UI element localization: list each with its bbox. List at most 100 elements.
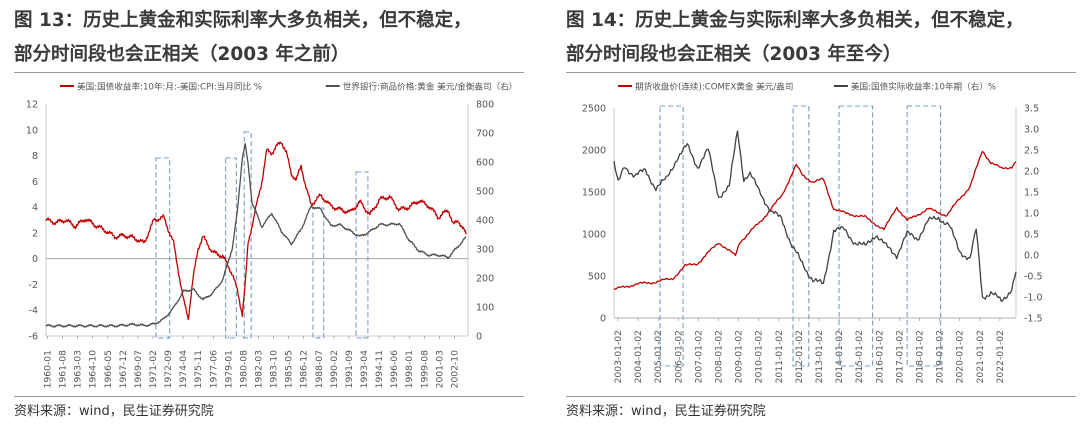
y-left-tick-label: 0	[32, 254, 38, 265]
x-tick-label: 2010-01-02	[754, 330, 765, 383]
x-tick-label: 2017-01-02	[894, 330, 905, 383]
highlight-box-3	[312, 207, 325, 339]
x-tick-label: 1967-12	[118, 350, 129, 388]
x-tick-label: 1963-03	[73, 350, 84, 389]
x-tick-label: 2016-01-02	[874, 330, 885, 383]
x-tick-label: 2011-01-02	[774, 330, 785, 383]
highlight-box-2	[243, 131, 252, 339]
figure-13-bottom-rule	[14, 396, 524, 397]
y-left-tick-label: 2500	[582, 104, 606, 115]
figure-13-chart: 美国:国债收益率:10年:月:-美国:CPI:当月同比 % 世界银行:商品价格:黄…	[26, 81, 518, 389]
y-right-tick-label: 600	[476, 158, 494, 169]
x-tick-label: 2007-01-02	[693, 330, 704, 383]
highlight-box-0	[155, 157, 171, 339]
figure-14-top-rule	[566, 72, 1076, 73]
x-tick-label: 2009-01-02	[734, 330, 745, 383]
x-tick-label: 1980-08	[238, 350, 249, 389]
x-tick-label: 2015-01-02	[854, 330, 865, 383]
y-right-tick-label: 2.0	[1024, 167, 1039, 178]
x-tick-label: 2001-03	[434, 350, 445, 389]
figure-13-panel: 图 13：历史上黄金和实际利率大多负相关，但不稳定， 部分时间段也会正相关（20…	[0, 0, 530, 425]
y-right-tick-label: 0.5	[1024, 230, 1039, 241]
x-tick-label: 1994-11	[374, 350, 385, 388]
figure-14-panel: 图 14：历史上黄金与实际利率大多负相关，但不稳定， 部分时间段也会正相关（20…	[552, 0, 1080, 425]
highlight-box-0	[659, 105, 684, 367]
figure-14-bottom-rule	[566, 396, 1076, 397]
y-right-tick-label: 2.5	[1024, 146, 1039, 157]
series-line-0	[45, 141, 467, 321]
y-left-tick-label: -2	[29, 280, 38, 291]
y-left-tick-label: -6	[29, 332, 38, 343]
figure-13-title: 图 13：历史上黄金和实际利率大多负相关，但不稳定， 部分时间段也会正相关（20…	[14, 4, 524, 72]
x-tick-label: 1983-10	[269, 350, 280, 389]
y-left-tick-label: 12	[26, 100, 38, 111]
y-right-tick-label: 400	[476, 216, 494, 227]
figure-14-title: 图 14：历史上黄金与实际利率大多负相关，但不稳定， 部分时间段也会正相关（20…	[566, 4, 1076, 72]
x-tick-label: 2003-01-02	[613, 330, 624, 383]
legend-label-0: 美国:国债收益率:10年:月:-美国:CPI:当月同比 %	[77, 81, 262, 93]
x-tick-label: 1961-08	[58, 350, 69, 389]
y-left-tick-label: 6	[32, 177, 38, 188]
highlight-box-3	[906, 105, 942, 367]
x-tick-label: 1988-07	[314, 350, 325, 389]
y-right-tick-label: 1.0	[1024, 209, 1039, 220]
y-right-tick-label: 300	[476, 245, 494, 256]
x-tick-label: 2006-01-02	[673, 330, 684, 383]
x-tick-label: 1991-09	[344, 350, 355, 389]
y-left-tick-label: 10	[26, 125, 38, 136]
x-tick-label: 1982-03	[254, 350, 265, 389]
y-right-tick-label: -1.0	[1024, 293, 1043, 304]
legend-label-1: 美国:国债实际收益率:10年期（右）%	[851, 81, 996, 93]
y-left-tick-label: 1000	[582, 230, 606, 241]
y-right-tick-label: 0	[476, 332, 482, 343]
y-right-tick-label: 0.0	[1024, 251, 1039, 262]
x-tick-label: 1974-04	[178, 350, 189, 389]
series-line-1	[613, 130, 1017, 302]
x-tick-label: 1964-10	[88, 350, 99, 389]
x-tick-label: 2005-01-02	[653, 330, 664, 383]
y-right-tick-label: 3.5	[1024, 104, 1039, 115]
x-tick-label: 1979-01	[223, 350, 234, 388]
x-tick-label: 1972-09	[163, 350, 174, 389]
y-right-tick-label: 3.0	[1024, 125, 1039, 136]
legend-label-1: 世界银行:商品价格:黄金 美元/金衡盎司（右）	[343, 81, 518, 93]
y-right-tick-label: 700	[476, 129, 494, 140]
figure-13-source: 资料来源：wind，民生证券研究院	[14, 404, 214, 419]
figure-14-chart: 期货收盘价(连续):COMEX黄金 美元/盎司 美国:国债实际收益率:10年期（右…	[582, 81, 1043, 384]
x-tick-label: 1993-04	[359, 350, 370, 389]
highlight-box-1	[225, 157, 237, 339]
x-tick-label: 1969-07	[133, 350, 144, 389]
x-tick-label: 2012-01-02	[794, 330, 805, 383]
legend-label-0: 期货收盘价(连续):COMEX黄金 美元/盎司	[635, 81, 793, 93]
x-tick-label: 2004-01-02	[633, 330, 644, 383]
figure-13-top-rule	[14, 72, 524, 73]
series-line-0	[613, 150, 1017, 290]
x-tick-label: 1966-05	[103, 350, 114, 389]
x-tick-label: 1998-01	[404, 350, 415, 388]
x-tick-label: 1996-06	[389, 350, 400, 389]
figure-13-title-line1: 图 13：历史上黄金和实际利率大多负相关，但不稳定，	[14, 10, 472, 31]
highlight-box-1	[792, 105, 810, 367]
x-tick-label: 2013-01-02	[814, 330, 825, 383]
x-tick-label: 1975-11	[193, 350, 204, 388]
y-right-tick-label: -0.5	[1024, 272, 1043, 283]
highlight-box-4	[355, 171, 369, 339]
x-tick-label: 2018-01-02	[915, 330, 926, 383]
y-left-tick-label: 0	[600, 314, 606, 325]
x-tick-label: 1971-02	[148, 350, 159, 388]
figure-13-title-line2: 部分时间段也会正相关（2003 年之前）	[14, 44, 350, 65]
x-tick-label: 2021-01-02	[975, 330, 986, 383]
y-left-tick-label: 500	[588, 272, 606, 283]
x-tick-label: 1960-01	[43, 350, 54, 388]
y-left-tick-label: -4	[29, 306, 38, 317]
y-right-tick-label: 500	[476, 187, 494, 198]
x-tick-label: 1977-06	[208, 350, 219, 389]
x-tick-label: 1990-02	[329, 350, 340, 388]
y-left-tick-label: 2	[32, 228, 38, 239]
x-tick-label: 1999-08	[419, 350, 430, 389]
x-tick-label: 1986-12	[299, 350, 310, 388]
y-left-tick-label: 4	[32, 203, 38, 214]
y-left-tick-label: 2000	[582, 146, 606, 157]
highlight-box-2	[838, 105, 874, 367]
series-line-1	[45, 142, 467, 328]
